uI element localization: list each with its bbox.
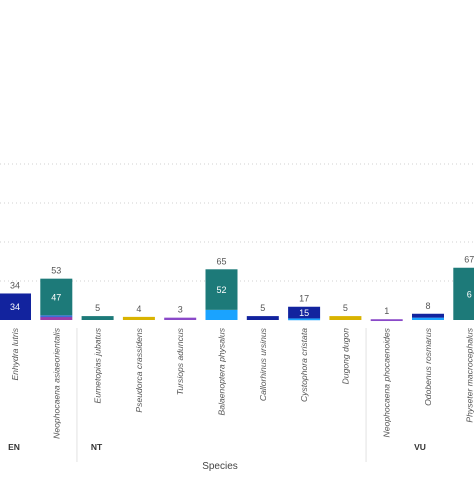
bar-segment-4-0 xyxy=(164,317,197,320)
bar-segment-6-0 xyxy=(246,316,279,320)
bar-segment-1-1 xyxy=(40,315,73,318)
segment-data-label: 52 xyxy=(216,285,226,295)
category-label: Enhydra lutris xyxy=(10,327,20,380)
category-label: Balaenoptera physalus xyxy=(217,327,227,415)
bar-total-label: 65 xyxy=(216,256,226,266)
category-label: Pseudorca crassidens xyxy=(134,327,144,412)
bar-segment-1-2 xyxy=(40,278,73,316)
bar-segment-10-1 xyxy=(412,313,444,318)
category-label: Neophocaena asiaeorientalis xyxy=(51,327,61,439)
segment-data-label: 6 xyxy=(467,289,472,299)
bar-segment-7-0 xyxy=(288,318,321,321)
bar-total-label: 34 xyxy=(10,280,20,290)
bar-segment-8-0 xyxy=(329,316,362,320)
bar-segment-5-0 xyxy=(205,309,238,320)
category-label: Eumetopias jubatus xyxy=(93,327,103,403)
bar-segment-3-0 xyxy=(122,316,155,320)
segment-data-label: 34 xyxy=(10,302,20,312)
category-label: Odobenus rosmarus xyxy=(423,327,433,406)
bar-segment-1-0 xyxy=(40,316,73,320)
category-label: Callorhinus ursinus xyxy=(258,327,268,401)
group-label-vu: VU xyxy=(414,442,426,452)
bar-segment-11-0 xyxy=(453,267,474,320)
bar-segment-10-0 xyxy=(412,317,444,320)
bar-total-label: 5 xyxy=(343,303,348,313)
bar-segment-9-0 xyxy=(370,319,403,322)
category-label: Physeter macrocephalus xyxy=(464,327,474,422)
category-label: Dugong dugon xyxy=(340,328,350,385)
category-label: Tursiops aduncus xyxy=(175,327,185,395)
bar-total-label: 53 xyxy=(51,266,61,276)
bar-total-label: 5 xyxy=(260,303,265,313)
bar-segment-5-1 xyxy=(205,269,238,310)
group-label-en: EN xyxy=(8,442,20,452)
category-label: Cystophora cristata xyxy=(299,328,309,402)
bar-total-label: 8 xyxy=(425,301,430,311)
bar-segment-0-0 xyxy=(0,293,31,320)
bar-total-label: 4 xyxy=(136,304,141,314)
group-label-nt: NT xyxy=(91,442,103,452)
segment-data-label: 15 xyxy=(299,308,309,318)
bar-segment-7-1 xyxy=(288,306,321,319)
bar-total-label: 1 xyxy=(384,306,389,316)
bar-total-label: 3 xyxy=(178,305,183,315)
bar-total-label: 17 xyxy=(299,294,309,304)
bar-total-label: 67 xyxy=(464,255,474,265)
bar-segment-2-0 xyxy=(81,316,114,320)
category-label: Neophocaena phocaenoides xyxy=(382,327,392,437)
x-axis-title: Species xyxy=(202,461,238,472)
bar-total-label: 5 xyxy=(95,303,100,313)
segment-data-label: 47 xyxy=(51,292,61,302)
